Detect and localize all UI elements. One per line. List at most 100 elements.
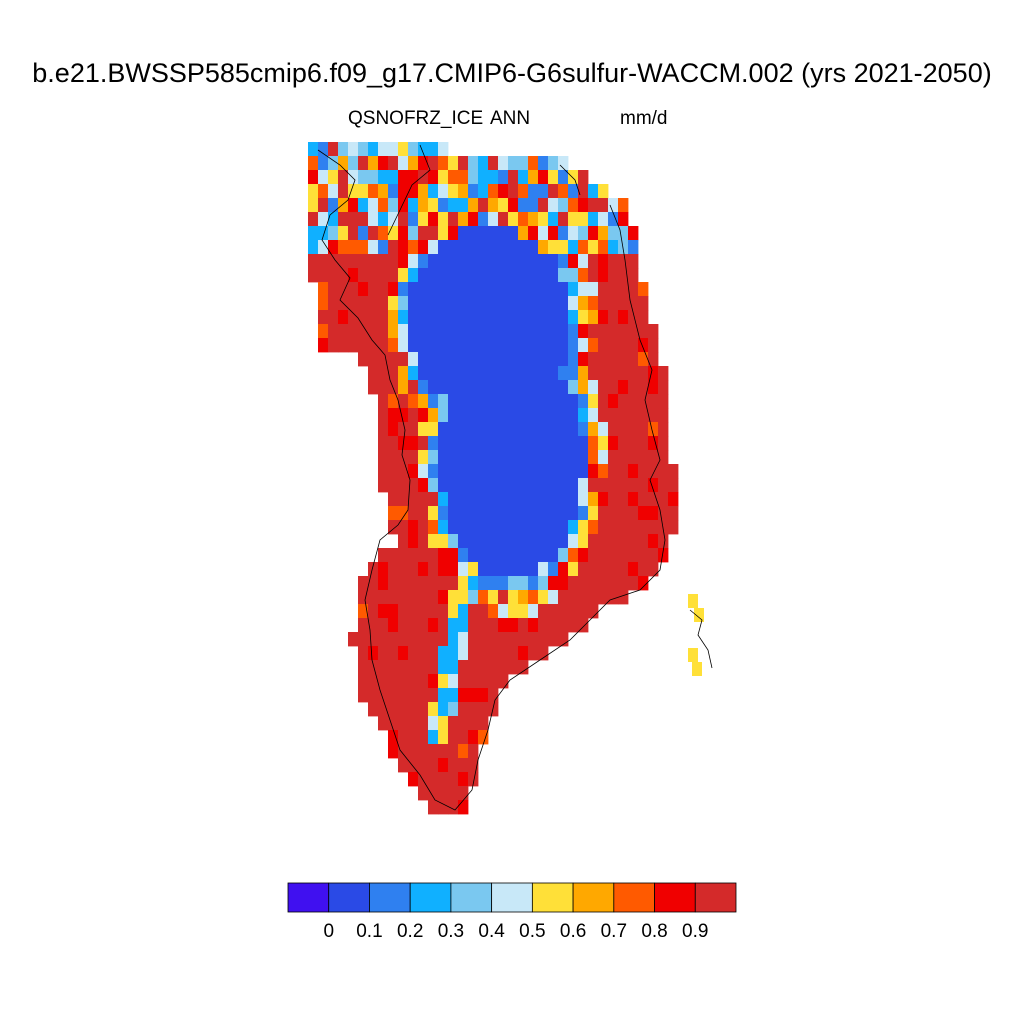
grid-cell xyxy=(428,338,439,353)
grid-cell xyxy=(588,464,599,479)
grid-cell xyxy=(428,534,439,549)
grid-cell xyxy=(368,212,379,227)
grid-cell xyxy=(588,380,599,395)
grid-cell xyxy=(408,772,419,787)
grid-cell xyxy=(348,632,359,647)
grid-cell xyxy=(368,646,379,661)
grid-cell xyxy=(528,198,539,213)
grid-cell xyxy=(388,478,399,493)
grid-cell xyxy=(458,548,469,563)
grid-cell xyxy=(598,590,609,605)
grid-cell xyxy=(528,394,539,409)
grid-cell xyxy=(428,394,439,409)
grid-cell xyxy=(498,604,509,619)
grid-cell xyxy=(418,170,429,185)
grid-cell xyxy=(498,254,509,269)
grid-cell xyxy=(438,142,449,157)
grid-cell xyxy=(558,618,569,633)
grid-cell xyxy=(528,156,539,171)
grid-cell xyxy=(538,646,549,661)
grid-cell xyxy=(458,436,469,451)
grid-cell xyxy=(518,604,529,619)
grid-cell xyxy=(398,324,409,339)
grid-cell xyxy=(468,618,479,633)
grid-cell xyxy=(658,450,669,465)
grid-cell xyxy=(588,198,599,213)
grid-cell xyxy=(448,366,459,381)
grid-cell xyxy=(648,422,659,437)
grid-cell xyxy=(558,310,569,325)
grid-cell xyxy=(648,520,659,535)
colorbar-box-4 xyxy=(450,882,493,913)
grid-cell xyxy=(648,380,659,395)
grid-cell xyxy=(458,506,469,521)
grid-cell xyxy=(448,352,459,367)
grid-cell xyxy=(548,478,559,493)
grid-cell xyxy=(378,310,389,325)
grid-cell xyxy=(548,562,559,577)
grid-cell xyxy=(538,254,549,269)
grid-cell xyxy=(578,478,589,493)
grid-cell xyxy=(428,674,439,689)
grid-cell xyxy=(438,394,449,409)
grid-cell xyxy=(348,142,359,157)
grid-cell xyxy=(368,282,379,297)
grid-cell xyxy=(578,184,589,199)
grid-cell xyxy=(448,716,459,731)
grid-cell xyxy=(418,702,429,717)
grid-cell xyxy=(348,324,359,339)
grid-cell xyxy=(428,800,439,815)
grid-cell xyxy=(518,534,529,549)
grid-cell xyxy=(518,240,529,255)
grid-cell xyxy=(628,324,639,339)
grid-cell xyxy=(408,506,419,521)
grid-cell xyxy=(448,548,459,563)
grid-cell xyxy=(358,590,369,605)
grid-cell xyxy=(438,408,449,423)
grid-cell xyxy=(478,674,489,689)
grid-cell xyxy=(588,296,599,311)
grid-cell xyxy=(358,310,369,325)
grid-cell xyxy=(518,212,529,227)
grid-cell xyxy=(418,716,429,731)
grid-cell xyxy=(428,422,439,437)
grid-cell xyxy=(598,436,609,451)
grid-cell xyxy=(398,450,409,465)
grid-cell xyxy=(578,548,589,563)
grid-cell xyxy=(498,408,509,423)
grid-cell xyxy=(508,310,519,325)
grid-cell xyxy=(488,240,499,255)
grid-cell xyxy=(588,324,599,339)
grid-cell xyxy=(508,394,519,409)
grid-cell xyxy=(368,688,379,703)
grid-cell xyxy=(368,702,379,717)
grid-cell xyxy=(388,730,399,745)
grid-cell xyxy=(538,422,549,437)
grid-cell xyxy=(578,254,589,269)
grid-cell xyxy=(418,632,429,647)
grid-cell xyxy=(318,310,329,325)
grid-cell xyxy=(608,548,619,563)
grid-cell xyxy=(478,688,489,703)
grid-cell xyxy=(468,646,479,661)
grid-cell xyxy=(618,506,629,521)
grid-cell xyxy=(518,464,529,479)
grid-cell xyxy=(528,422,539,437)
grid-cell xyxy=(378,282,389,297)
grid-cell xyxy=(508,576,519,591)
grid-cell xyxy=(488,562,499,577)
grid-cell xyxy=(538,184,549,199)
grid-cell xyxy=(598,184,609,199)
grid-cell xyxy=(418,268,429,283)
grid-cell xyxy=(458,534,469,549)
grid-cell xyxy=(608,590,619,605)
grid-cell xyxy=(468,310,479,325)
grid-cell xyxy=(418,310,429,325)
grid-cell xyxy=(508,268,519,283)
grid-cell xyxy=(538,590,549,605)
grid-cell xyxy=(388,688,399,703)
grid-cell xyxy=(368,380,379,395)
grid-cell xyxy=(458,562,469,577)
grid-cell xyxy=(438,380,449,395)
grid-cell xyxy=(338,338,349,353)
